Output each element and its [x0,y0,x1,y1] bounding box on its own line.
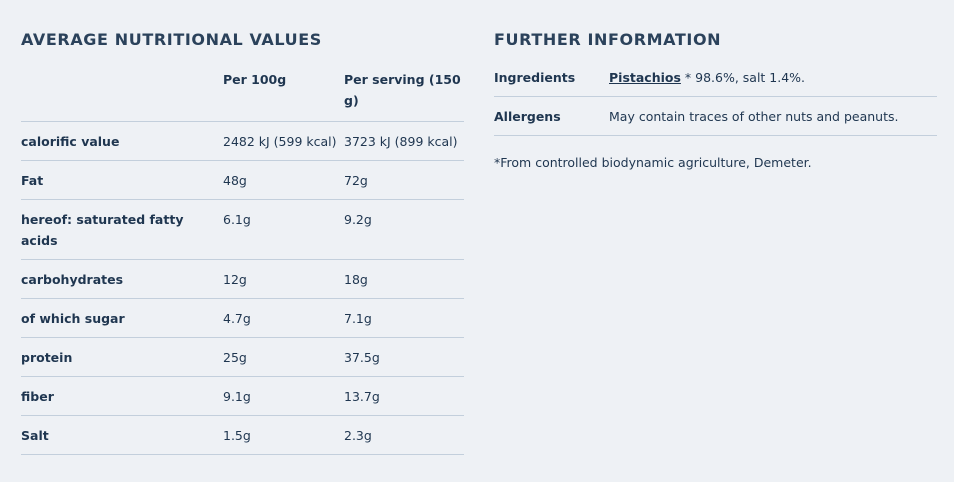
row-label: Salt [21,415,223,455]
value-cell: 18g [344,259,464,299]
value-cell: 4.7g [223,298,344,338]
row-label: of which sugar [21,298,223,338]
row-label: calorific value [21,121,223,161]
value-cell: 13.7g [344,376,464,416]
value-cell: 12g [223,259,344,299]
nutrition-row: Fat 48g 72g [21,160,464,200]
value-cell: 2.3g [344,415,464,455]
value-cell: 3723 kJ (899 kcal) [344,121,464,161]
value-cell: 7.1g [344,298,464,338]
header-row: Per 100g Per serving (150 g) [21,60,464,122]
value-cell: 6.1g [223,199,344,260]
table-body: calorific value 2482 kJ (599 kcal) 3723 kJ… [21,121,464,455]
nutrition-row: Salt 1.5g 2.3g [21,415,464,455]
info-table: Ingredients Pistachios * 98.6%, salt 1.4… [494,58,937,136]
value-cell: 1.5g [223,415,344,455]
nutrition-row: fiber 9.1g 13.7g [21,376,464,416]
row-label: fiber [21,376,223,416]
value-cell: 37.5g [344,337,464,377]
value-cell: 48g [223,160,344,200]
header-cell: Per 100g [223,60,344,122]
value-cell: 9.2g [344,199,464,260]
header-cell: Per serving (150 g) [344,60,464,122]
value-cell: 2482 kJ (599 kcal) [223,121,344,161]
nutrition-table: Per 100g Per serving (150 g) calorific v… [21,60,464,455]
info-cell: Pistachios * 98.6%, salt 1.4%. [609,58,937,97]
nutrition-row: hereof: saturated fatty acids 6.1g 9.2g [21,199,464,260]
row-label: Fat [21,160,223,200]
nutrition-row: of which sugar 4.7g 7.1g [21,298,464,338]
info-row: Ingredients Pistachios * 98.6%, salt 1.4… [494,58,937,97]
info-cell: May contain traces of other nuts and pea… [609,96,937,136]
row-label: hereof: saturated fatty acids [21,199,223,260]
nutrition-row: protein 25g 37.5g [21,337,464,377]
ingredient-text: * 98.6%, salt 1.4%. [684,70,806,85]
row-label: Allergens [494,96,609,136]
row-label: carbohydrates [21,259,223,299]
nutrition-row: carbohydrates 12g 18g [21,259,464,299]
ingredient-link[interactable]: Pistachios [609,70,681,85]
value-cell: 25g [223,337,344,377]
section-title: AVERAGE NUTRITIONAL VALUES [21,30,322,49]
value-cell: 9.1g [223,376,344,416]
info-row: Allergens May contain traces of other nu… [494,96,937,136]
header-cell [21,60,223,122]
row-label: protein [21,337,223,377]
row-label: Ingredients [494,58,609,97]
section-title: FURTHER INFORMATION [494,30,722,49]
value-cell: 72g [344,160,464,200]
nutrition-row: calorific value 2482 kJ (599 kcal) 3723 kJ… [21,121,464,161]
footnote: *From controlled biodynamic agriculture,… [494,155,812,170]
